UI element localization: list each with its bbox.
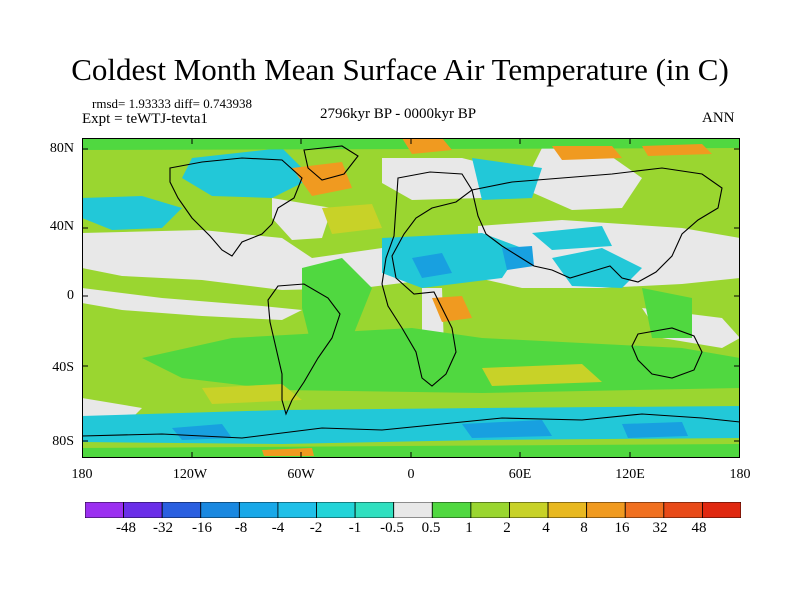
colorbar-swatch (624, 502, 665, 518)
rmsd-stats: rmsd= 1.93333 diff= 0.743938 (92, 96, 252, 111)
colorbar-label: -16 (192, 520, 212, 536)
colorbar-label: -2 (309, 520, 323, 536)
colorbar-swatch (85, 502, 124, 518)
colorbar-swatch (547, 502, 588, 518)
colorbar-label: -0.5 (380, 520, 404, 536)
colorbar-label: -32 (153, 520, 173, 536)
blue-patches (172, 246, 688, 440)
experiment-label: Expt = teWTJ-tevta1 (82, 111, 208, 127)
lat-label-80n: 80N (49, 141, 74, 156)
lat-label-40s: 40S (52, 360, 74, 375)
map-title: Coldest Month Mean Surface Air Temperatu… (71, 52, 729, 87)
colorbar-swatch (663, 502, 703, 518)
lon-label-60e: 60E (508, 467, 532, 482)
temperature-map (82, 138, 740, 458)
coastlines (82, 145, 740, 439)
lon-label-60w: 60W (287, 467, 315, 482)
colorbar-swatch (470, 502, 510, 518)
lon-label-0: 0 (407, 467, 415, 482)
europe-africa-coast (381, 171, 473, 387)
season-label: ANN (702, 110, 735, 126)
colorbar-label: 1 (465, 520, 473, 536)
colorbar-label: 16 (614, 520, 630, 536)
map-ticks (82, 138, 740, 458)
colorbar-swatch (200, 502, 240, 518)
colorbar-label: 2 (503, 520, 511, 536)
colorbar-swatch (161, 502, 202, 518)
colorbar-swatch (702, 502, 741, 518)
lon-label-120w: 120W (172, 467, 208, 482)
lon-label-120e: 120E (615, 467, 645, 482)
colorbar-label: -1 (348, 520, 362, 536)
lat-label-0: 0 (67, 288, 74, 303)
colorbar-label: 48 (691, 520, 707, 536)
colorbar-label: 0.5 (421, 520, 441, 536)
colorbar-label: -8 (234, 520, 248, 536)
colorbar (85, 502, 741, 518)
lat-label-40n: 40N (49, 219, 74, 234)
asia-coast (471, 167, 723, 283)
colorbar-swatch (238, 502, 279, 518)
colorbar-swatch (123, 502, 163, 518)
colorbar-swatch (316, 502, 356, 518)
colorbar-swatch (509, 502, 549, 518)
colorbar-label: -4 (271, 520, 285, 536)
colorbar-label: -48 (116, 520, 136, 536)
lon-label-180e: 180 (729, 467, 751, 482)
orange-patches (262, 138, 712, 456)
colorbar-swatch (354, 502, 395, 518)
colorbar-swatch (393, 502, 433, 518)
colorbar-swatch (586, 502, 626, 518)
greenland-coast (303, 145, 359, 181)
north-america-coast (169, 157, 303, 257)
australia-coast (631, 327, 703, 379)
lon-label-180w: 180 (71, 467, 93, 482)
colorbar-label: 8 (580, 520, 588, 536)
period-label: 2796kyr BP - 0000kyr BP (320, 106, 477, 122)
colorbar-swatch (277, 502, 317, 518)
lat-label-80s: 80S (52, 434, 74, 449)
south-america-coast (267, 283, 341, 416)
yellow-patches (202, 204, 602, 404)
colorbar-label: 4 (542, 520, 550, 536)
colorbar-swatch (431, 502, 472, 518)
colorbar-label: 32 (652, 520, 668, 536)
antarctica-coast (82, 413, 740, 439)
